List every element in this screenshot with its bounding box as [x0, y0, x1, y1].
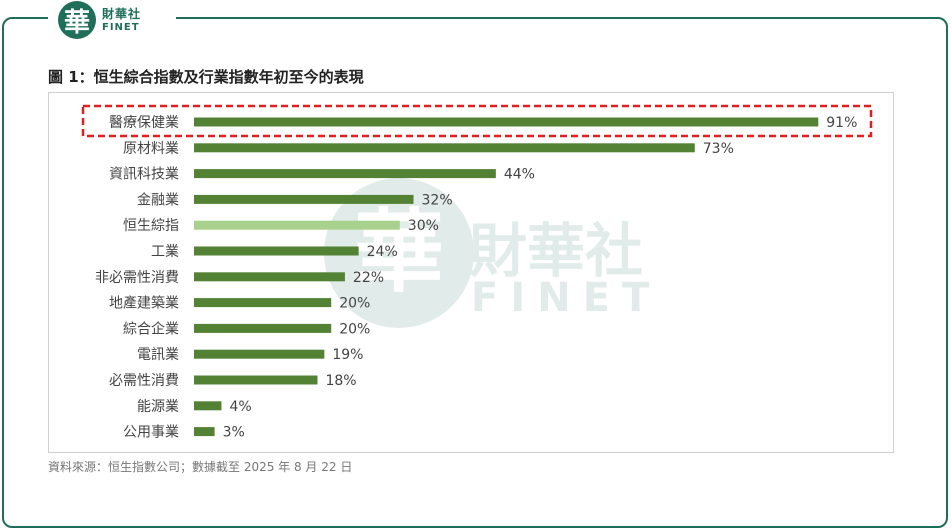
category-label: 醫療保健業 [109, 114, 179, 131]
category-label: 金融業 [137, 192, 179, 208]
bar [194, 349, 325, 359]
bar [194, 220, 400, 230]
logo-seal-icon: 華 [58, 1, 96, 39]
bar [194, 298, 332, 308]
watermark-seal [324, 178, 474, 328]
category-label: 恒生綜指 [123, 218, 179, 234]
bar [194, 401, 222, 411]
value-label: 91% [826, 115, 857, 131]
bar [194, 375, 318, 385]
bar [194, 246, 359, 256]
category-label: 非必需性消費 [95, 270, 179, 286]
category-label: 原材料業 [123, 141, 179, 157]
source-note: 資料來源：恒生指數公司；數據截至 2025 年 8 月 22 日 [48, 460, 353, 474]
value-label: 73% [703, 141, 734, 157]
bars-layer: 醫療保健業 91% 原材料業 73% 資訊科技業 44% 金融業 32% 恒生綜指 30% 工業 24… [95, 114, 857, 441]
watermark: 華 財華社 FINET [324, 178, 661, 328]
value-label: 30% [408, 218, 439, 234]
value-label: 24% [367, 244, 398, 260]
value-label: 18% [325, 373, 356, 389]
value-label: 20% [339, 296, 370, 312]
value-label: 32% [422, 192, 453, 208]
watermark-seal-glyph: 華 [354, 199, 444, 305]
category-label: 資訊科技業 [109, 167, 179, 183]
category-label: 地產建築業 [109, 295, 179, 312]
value-label: 44% [504, 167, 535, 183]
bar [194, 427, 215, 437]
bar [194, 117, 819, 127]
logo-english-name: FINET [102, 21, 140, 33]
bar [194, 143, 695, 153]
value-label: 3% [223, 425, 245, 441]
category-label: 電訊業 [137, 347, 179, 363]
category-label: 綜合企業 [123, 320, 179, 337]
bar [194, 323, 332, 333]
logo-text: 財華社 FINET [102, 8, 141, 33]
bar [194, 272, 345, 282]
bar [194, 194, 414, 204]
bar [194, 169, 496, 179]
category-label: 工業 [151, 244, 179, 260]
figure-title: 圖 1：恒生綜合指數及行業指數年初至今的表現 [48, 68, 364, 86]
watermark-chinese: 財華社 [469, 217, 643, 285]
logo-chinese-name: 財華社 [102, 6, 142, 21]
category-label: 必需性消費 [109, 373, 179, 389]
value-label: 4% [229, 399, 251, 415]
bar-chart: 華 財華社 FINET 醫療保健業 91% 原材料業 73% 資訊科技業 44% 金融業 32… [81, 104, 873, 441]
category-label: 能源業 [137, 399, 179, 415]
watermark-english: FINET [471, 275, 661, 321]
finet-logo: 華 財華社 FINET [48, 0, 176, 40]
value-label: 20% [339, 321, 370, 337]
value-label: 19% [332, 347, 363, 363]
highlight-callout-box [81, 104, 873, 138]
value-label: 22% [353, 270, 384, 286]
card-frame [2, 17, 948, 528]
category-label: 公用事業 [123, 425, 179, 441]
chart-panel: 華 財華社 FINET 醫療保健業 91% 原材料業 73% 資訊科技業 44% 金融業 32… [48, 92, 894, 453]
